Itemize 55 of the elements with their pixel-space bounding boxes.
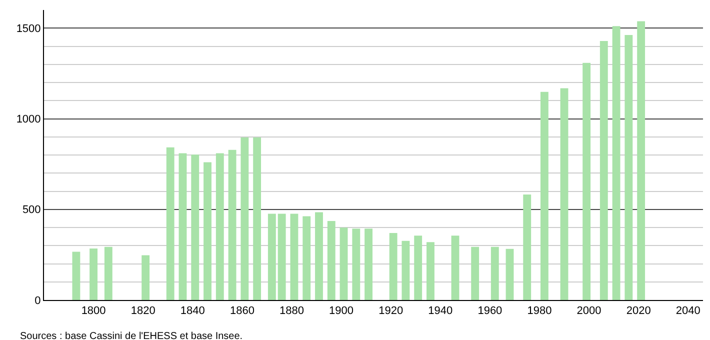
bar <box>228 150 236 300</box>
bar <box>582 62 591 300</box>
bar <box>471 246 480 300</box>
x-tick-label: 2000 <box>576 305 602 318</box>
x-tick-label: 1960 <box>478 305 502 318</box>
bar <box>204 162 212 300</box>
bar <box>624 35 633 300</box>
x-tick-label: 1880 <box>280 305 304 318</box>
x-tick-label: 1820 <box>130 305 156 318</box>
bar <box>523 194 532 300</box>
bar <box>104 246 112 300</box>
bar <box>268 214 276 300</box>
bar <box>302 216 311 300</box>
bar <box>315 212 323 300</box>
source-note: Sources : base Cassini de l'EHESS et base Insee. <box>20 331 243 340</box>
x-tick-label: 1800 <box>81 305 106 318</box>
x-tick-label: 1860 <box>230 305 254 318</box>
x-tick-label: 1940 <box>428 305 453 318</box>
bar <box>426 242 434 300</box>
bar <box>290 214 298 300</box>
x-tick-label: 2020 <box>626 305 651 318</box>
bar <box>72 252 80 300</box>
bar <box>389 232 398 300</box>
x-tick-label: 1980 <box>527 305 552 318</box>
y-tick-label: 1000 <box>16 114 41 126</box>
bar <box>506 248 514 300</box>
bar <box>364 228 373 300</box>
x-tick-label: 1900 <box>329 305 354 318</box>
x-tick-label: 1920 <box>378 305 404 318</box>
bar <box>490 246 499 300</box>
bar <box>612 26 620 300</box>
bar <box>451 236 460 300</box>
y-tick-label: 1500 <box>16 22 41 35</box>
bar <box>90 248 98 300</box>
y-tick-label: 0 <box>34 294 41 307</box>
bar <box>327 220 336 300</box>
bar <box>278 214 286 300</box>
bar <box>166 147 174 300</box>
bar <box>402 240 410 300</box>
bar <box>142 255 150 300</box>
bar <box>216 153 224 300</box>
bar <box>600 40 608 300</box>
bar <box>240 137 249 300</box>
bar <box>340 228 348 300</box>
y-tick-label: 500 <box>22 204 41 216</box>
bar <box>253 137 262 300</box>
bar <box>637 21 646 300</box>
bar <box>191 154 200 300</box>
bar <box>560 88 568 300</box>
bar <box>352 228 360 300</box>
bar <box>414 236 422 300</box>
x-tick-label: 2040 <box>676 305 700 318</box>
bar <box>178 153 187 300</box>
x-tick-label: 1840 <box>180 305 205 318</box>
bar <box>540 92 548 300</box>
